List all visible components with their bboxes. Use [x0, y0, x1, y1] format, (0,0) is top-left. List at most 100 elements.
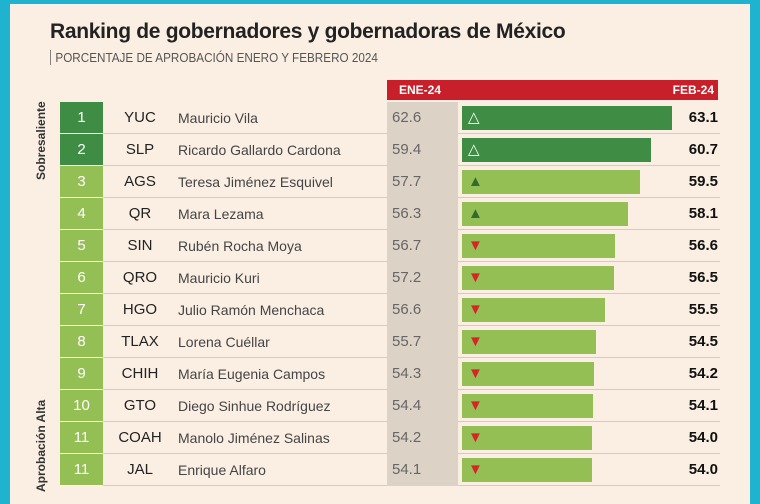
- table-row: 7 HGO Julio Ramón Menchaca 56.6 ▼ 55.5: [60, 294, 720, 326]
- rank-cell: 10: [60, 390, 103, 422]
- governor-name: Manolo Jiménez Salinas: [178, 430, 330, 446]
- table-row: 10 GTO Diego Sinhue Rodríguez 54.4 ▼ 54.…: [60, 390, 720, 422]
- feb-value: 63.1: [688, 109, 718, 126]
- feb-value: 54.1: [688, 397, 718, 414]
- chart-subtitle: PORCENTAJE DE APROBACIÓN ENERO Y FEBRERO…: [50, 50, 378, 65]
- state-abbr: COAH: [118, 429, 162, 446]
- rank-cell: 2: [60, 134, 103, 166]
- governor-name: Ricardo Gallardo Cardona: [178, 142, 341, 158]
- state-abbr: YUC: [124, 109, 156, 126]
- feb-value: 56.5: [688, 269, 718, 286]
- column-header: ENE-24 FEB-24: [387, 80, 718, 100]
- governor-name: Teresa Jiménez Esquivel: [178, 174, 333, 190]
- feb-value: 54.0: [688, 429, 718, 446]
- ene-value: 54.2: [387, 422, 458, 454]
- state-abbr: GTO: [123, 397, 157, 414]
- governor-name: Mauricio Vila: [178, 110, 258, 126]
- trend-down-icon: ▼: [468, 301, 483, 318]
- rank-cell: 4: [60, 198, 103, 230]
- feb-value: 60.7: [688, 141, 718, 158]
- feb-bar: [462, 298, 606, 322]
- state-abbr: QRO: [122, 269, 158, 286]
- ene-value: 62.6: [387, 102, 458, 134]
- ene-value: 56.7: [387, 230, 458, 262]
- ene-value: 56.3: [387, 198, 458, 230]
- table-row: 9 CHIH María Eugenia Campos 54.3 ▼ 54.2: [60, 358, 720, 390]
- state-abbr: AGS: [124, 173, 156, 190]
- state-abbr: QR: [128, 205, 152, 222]
- trend-up-icon: △: [468, 109, 480, 126]
- governor-name: María Eugenia Campos: [178, 366, 326, 382]
- ene-value: 54.4: [387, 390, 458, 422]
- state-abbr: SLP: [125, 141, 155, 158]
- state-abbr: JAL: [127, 461, 153, 478]
- rank-cell: 9: [60, 358, 103, 390]
- governor-name: Mauricio Kuri: [178, 270, 260, 286]
- header-feb: FEB-24: [672, 83, 714, 97]
- governor-name: Mara Lezama: [178, 206, 264, 222]
- feb-bar: [462, 362, 594, 386]
- governor-name: Rubén Rocha Moya: [178, 238, 302, 254]
- group-label-sobresaliente: Sobresaliente: [34, 101, 48, 180]
- feb-bar: [462, 266, 615, 290]
- chart-title: Ranking de gobernadores y gobernadoras d…: [50, 20, 566, 43]
- rank-cell: 6: [60, 262, 103, 294]
- ene-value: 56.6: [387, 294, 458, 326]
- governor-name: Diego Sinhue Rodríguez: [178, 398, 331, 414]
- state-abbr: TLAX: [121, 333, 159, 350]
- rank-cell: 3: [60, 166, 103, 198]
- ene-value: 57.7: [387, 166, 458, 198]
- feb-value: 54.2: [688, 365, 718, 382]
- ene-value: 55.7: [387, 326, 458, 358]
- table-row: 1 YUC Mauricio Vila 62.6 △ 63.1: [60, 102, 720, 134]
- rank-cell: 7: [60, 294, 103, 326]
- state-abbr: SIN: [127, 237, 153, 254]
- trend-down-icon: ▼: [468, 333, 483, 350]
- table-row: 3 AGS Teresa Jiménez Esquivel 57.7 ▲ 59.…: [60, 166, 720, 198]
- trend-up-icon: ▲: [468, 173, 483, 190]
- governor-name: Enrique Alfaro: [178, 462, 266, 478]
- trend-up-icon: ▲: [468, 205, 483, 222]
- ene-value: 54.1: [387, 454, 458, 486]
- feb-value: 58.1: [688, 205, 718, 222]
- feb-value: 54.5: [688, 333, 718, 350]
- group-label-aprobacion-alta: Aprobación Alta: [34, 399, 48, 492]
- table-row: 11 JAL Enrique Alfaro 54.1 ▼ 54.0: [60, 454, 720, 486]
- trend-down-icon: ▼: [468, 429, 483, 446]
- table-row: 11 COAH Manolo Jiménez Salinas 54.2 ▼ 54…: [60, 422, 720, 454]
- header-ene: ENE-24: [399, 83, 442, 97]
- feb-bar: [462, 394, 593, 418]
- feb-bar: [462, 330, 597, 354]
- trend-up-icon: △: [468, 141, 480, 158]
- feb-bar: [462, 458, 593, 482]
- governor-name: Lorena Cuéllar: [178, 334, 270, 350]
- feb-bar: [462, 106, 673, 130]
- table-row: 6 QRO Mauricio Kuri 57.2 ▼ 56.5: [60, 262, 720, 294]
- feb-value: 54.0: [688, 461, 718, 478]
- feb-bar: [462, 426, 593, 450]
- ene-value: 59.4: [387, 134, 458, 166]
- table-row: 8 TLAX Lorena Cuéllar 55.7 ▼ 54.5: [60, 326, 720, 358]
- trend-down-icon: ▼: [468, 237, 483, 254]
- table-row: 5 SIN Rubén Rocha Moya 56.7 ▼ 56.6: [60, 230, 720, 262]
- rank-cell: 11: [60, 422, 103, 454]
- table-row: 4 QR Mara Lezama 56.3 ▲ 58.1: [60, 198, 720, 230]
- trend-down-icon: ▼: [468, 365, 483, 382]
- ene-value: 54.3: [387, 358, 458, 390]
- state-abbr: HGO: [122, 301, 158, 318]
- feb-value: 56.6: [688, 237, 718, 254]
- trend-down-icon: ▼: [468, 269, 483, 286]
- state-abbr: CHIH: [121, 365, 159, 382]
- rank-cell: 8: [60, 326, 103, 358]
- feb-bar: [462, 234, 615, 258]
- feb-bar: [462, 202, 629, 226]
- feb-bar: [462, 170, 641, 194]
- feb-bar: [462, 138, 651, 162]
- feb-value: 59.5: [688, 173, 718, 190]
- trend-down-icon: ▼: [468, 461, 483, 478]
- governor-name: Julio Ramón Menchaca: [178, 302, 325, 318]
- rank-cell: 11: [60, 454, 103, 486]
- rank-cell: 5: [60, 230, 103, 262]
- feb-value: 55.5: [688, 301, 718, 318]
- ene-value: 57.2: [387, 262, 458, 294]
